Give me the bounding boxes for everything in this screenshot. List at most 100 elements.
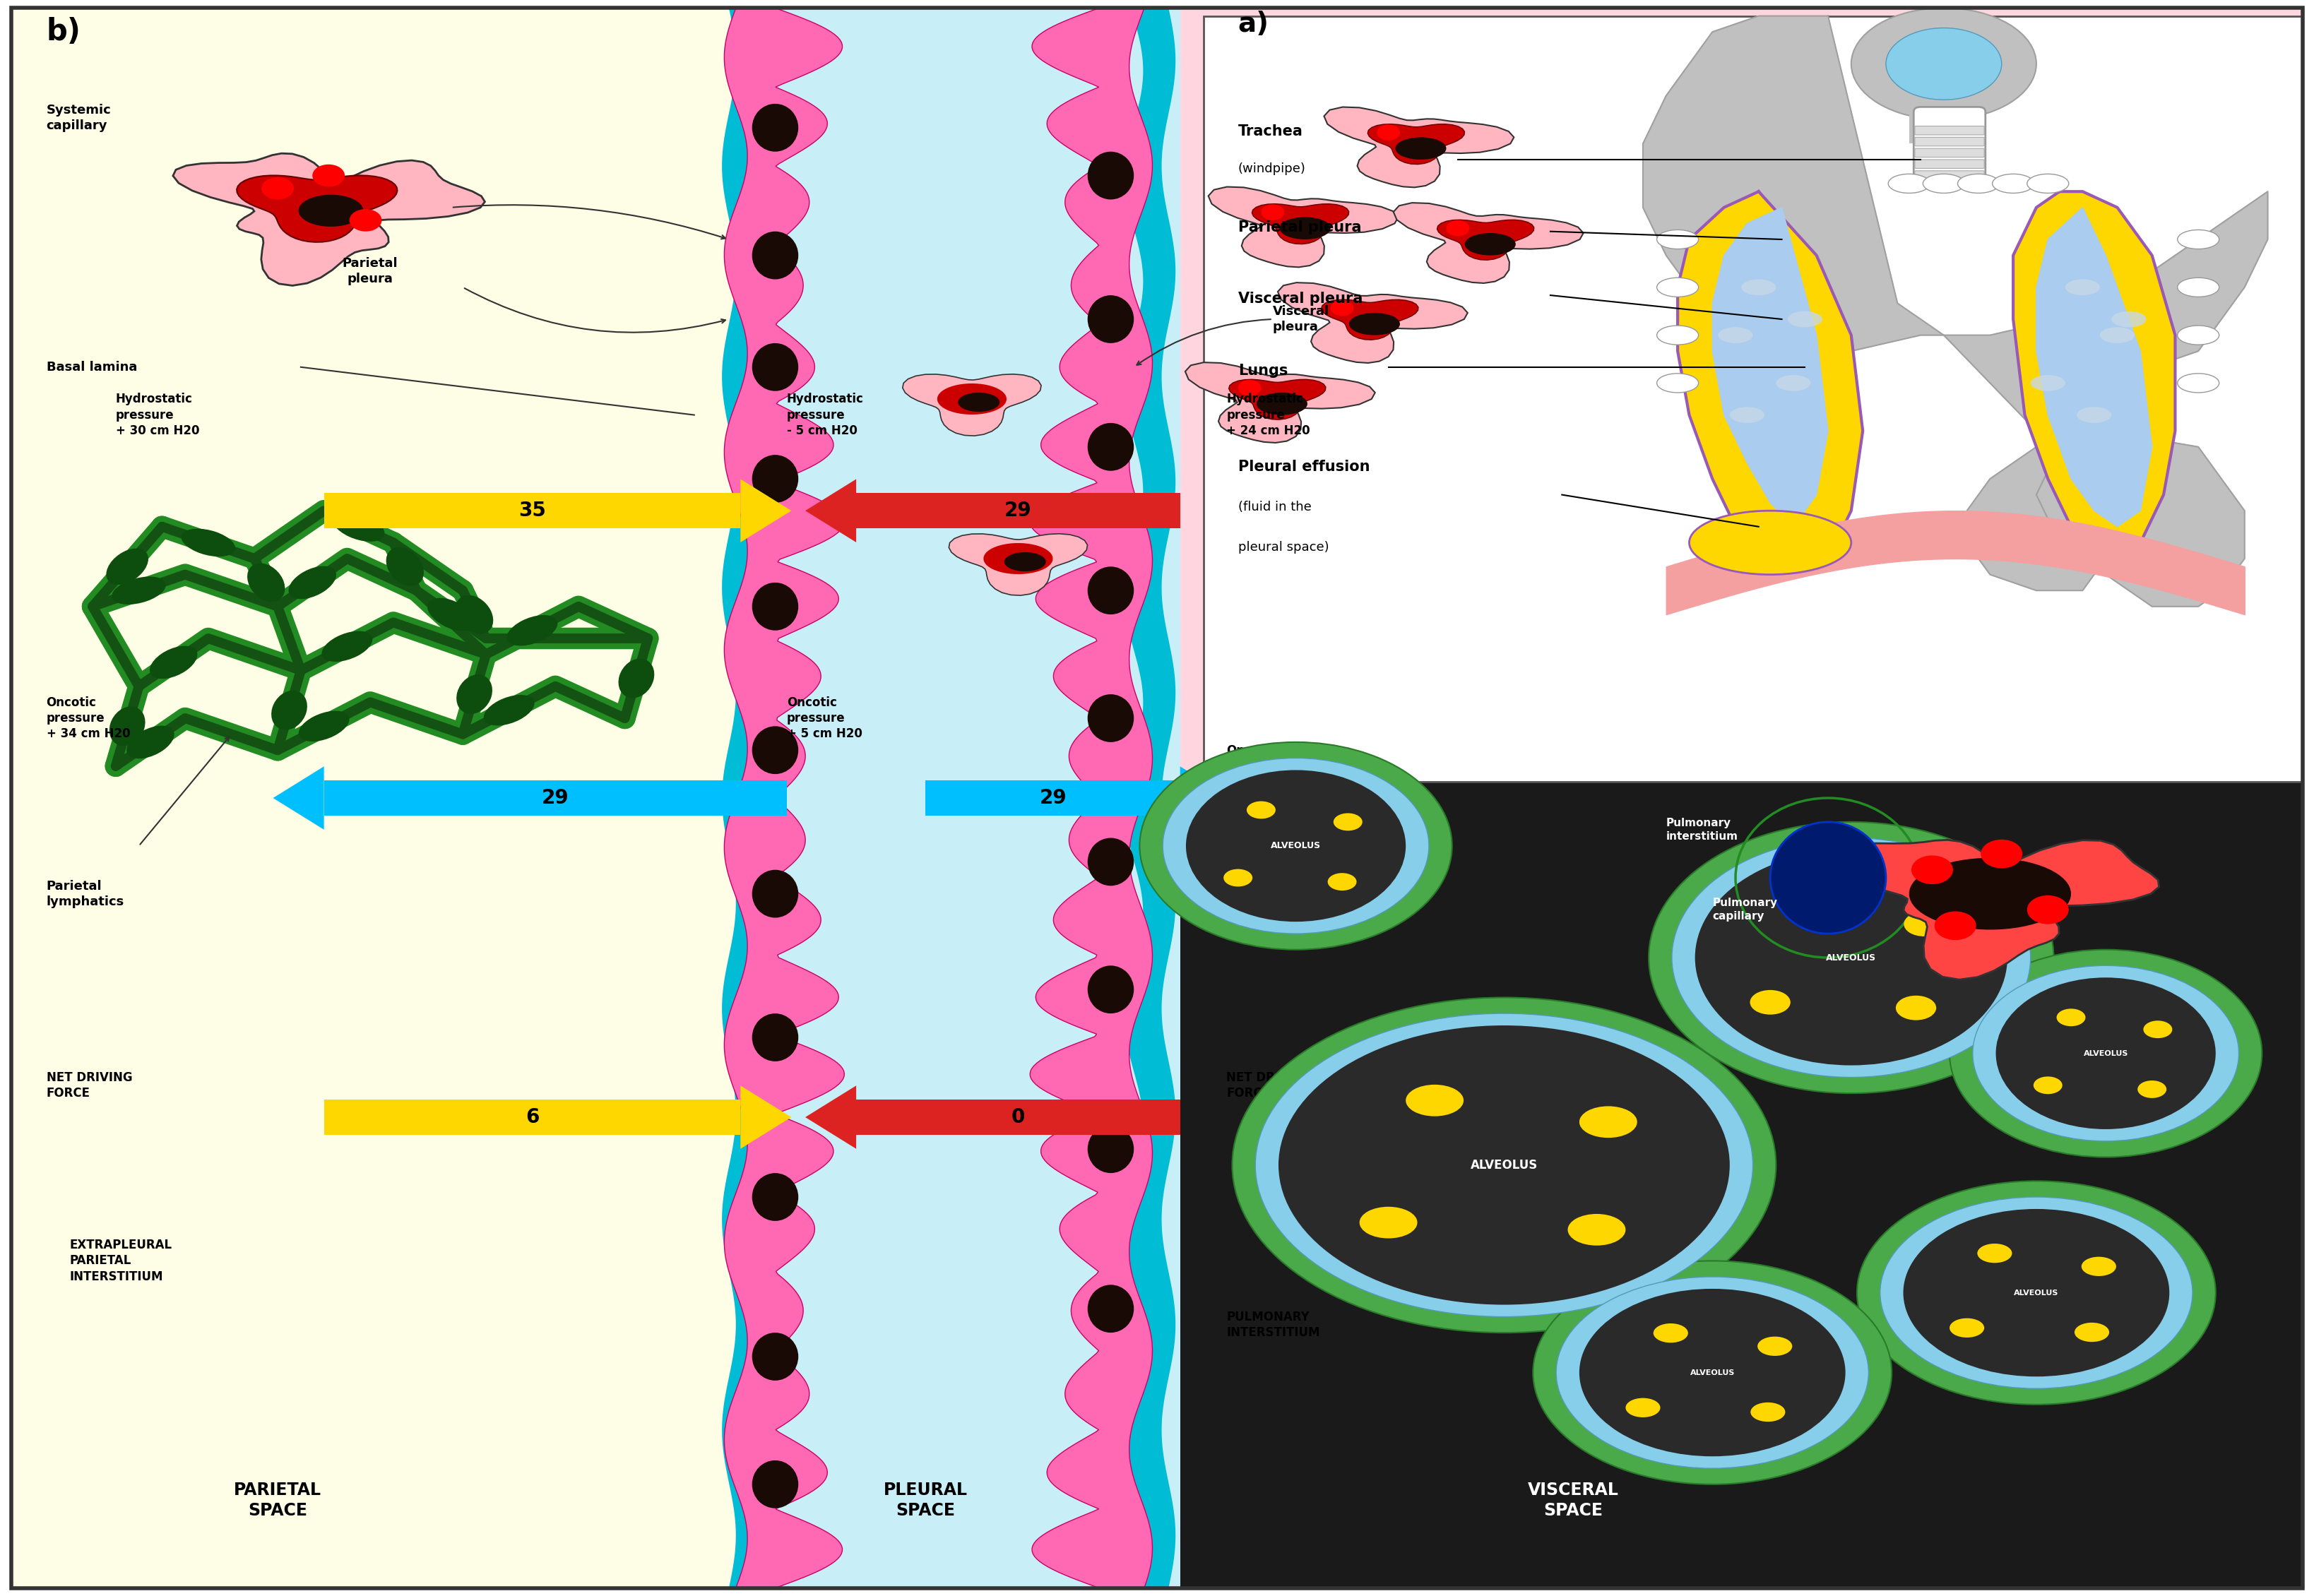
FancyBboxPatch shape	[1916, 126, 1983, 134]
Ellipse shape	[333, 512, 384, 541]
Ellipse shape	[1782, 895, 1823, 919]
Circle shape	[261, 177, 294, 200]
Ellipse shape	[1895, 996, 1937, 1020]
Text: NET DRIVING
FORCE: NET DRIVING FORCE	[46, 1071, 132, 1100]
Text: (windpipe): (windpipe)	[1238, 163, 1305, 176]
Ellipse shape	[1923, 174, 1965, 193]
Ellipse shape	[2029, 375, 2064, 391]
Circle shape	[1935, 911, 1976, 940]
Ellipse shape	[106, 549, 148, 584]
Text: Hydrostatic
pressure
+ 24 cm H20: Hydrostatic pressure + 24 cm H20	[1226, 393, 1310, 437]
Polygon shape	[740, 479, 791, 543]
Ellipse shape	[1088, 838, 1134, 886]
Ellipse shape	[1948, 950, 2263, 1157]
Ellipse shape	[752, 1173, 798, 1221]
Ellipse shape	[1185, 769, 1405, 922]
Polygon shape	[1180, 8, 2302, 782]
Ellipse shape	[1972, 966, 2238, 1141]
Ellipse shape	[2143, 1021, 2173, 1039]
Ellipse shape	[1358, 1207, 1416, 1238]
Text: Systemic
capillary: Systemic capillary	[46, 104, 111, 132]
Ellipse shape	[2177, 373, 2219, 393]
Circle shape	[1331, 300, 1354, 316]
Polygon shape	[2013, 192, 2175, 559]
Ellipse shape	[1749, 990, 1791, 1015]
Ellipse shape	[1851, 8, 2036, 120]
FancyBboxPatch shape	[1914, 107, 1985, 188]
Ellipse shape	[2064, 279, 2101, 295]
Ellipse shape	[1886, 27, 2002, 99]
Text: Visceral
pleura: Visceral pleura	[1273, 305, 1328, 334]
Ellipse shape	[1257, 393, 1307, 415]
Ellipse shape	[1138, 742, 1453, 950]
Ellipse shape	[150, 646, 197, 678]
Polygon shape	[1180, 766, 1231, 830]
Ellipse shape	[1578, 1106, 1636, 1138]
Ellipse shape	[1729, 407, 1763, 423]
Text: pleural space): pleural space)	[1238, 541, 1328, 554]
Text: ALVEOLUS: ALVEOLUS	[1270, 841, 1321, 851]
Ellipse shape	[1224, 868, 1252, 886]
Text: Parietal
lymphatics: Parietal lymphatics	[46, 879, 125, 908]
Text: PULMONARY
INTERSTITIUM: PULMONARY INTERSTITIUM	[1226, 1310, 1319, 1339]
Ellipse shape	[1088, 1285, 1134, 1333]
Polygon shape	[1277, 282, 1467, 362]
Ellipse shape	[1671, 838, 2029, 1077]
Polygon shape	[1819, 839, 2159, 980]
Ellipse shape	[2110, 311, 2145, 327]
Ellipse shape	[1088, 966, 1134, 1013]
Ellipse shape	[1879, 1197, 2194, 1389]
Ellipse shape	[428, 598, 474, 630]
Ellipse shape	[752, 455, 798, 503]
Circle shape	[1261, 204, 1284, 220]
Circle shape	[312, 164, 345, 187]
Ellipse shape	[299, 195, 363, 227]
Polygon shape	[273, 766, 324, 830]
Polygon shape	[805, 479, 856, 543]
Ellipse shape	[1657, 230, 1698, 249]
Text: Hydrostatic
pressure
- 5 cm H20: Hydrostatic pressure - 5 cm H20	[787, 393, 863, 437]
Ellipse shape	[1958, 174, 1999, 193]
Ellipse shape	[1909, 859, 2071, 929]
Ellipse shape	[456, 595, 493, 634]
FancyBboxPatch shape	[856, 1100, 1180, 1135]
Ellipse shape	[618, 659, 655, 697]
Ellipse shape	[752, 1013, 798, 1061]
Text: a): a)	[1238, 11, 1268, 38]
Polygon shape	[805, 1085, 856, 1149]
Polygon shape	[722, 8, 773, 1588]
Polygon shape	[1393, 203, 1583, 282]
Text: 29: 29	[541, 788, 569, 808]
Ellipse shape	[1717, 327, 1754, 343]
Ellipse shape	[752, 726, 798, 774]
Text: Oncotic
pressure
+ 34 cm H20: Oncotic pressure + 34 cm H20	[1226, 744, 1310, 788]
Ellipse shape	[1254, 1013, 1754, 1317]
Text: ALVEOLUS: ALVEOLUS	[2083, 1050, 2129, 1057]
Ellipse shape	[1328, 873, 1356, 891]
Circle shape	[1446, 220, 1469, 236]
Text: ALVEOLUS: ALVEOLUS	[2013, 1290, 2059, 1296]
Text: Hydrostatic
pressure
+ 30 cm H20: Hydrostatic pressure + 30 cm H20	[116, 393, 199, 437]
Text: 29: 29	[1004, 501, 1032, 520]
Ellipse shape	[2027, 174, 2069, 193]
Polygon shape	[1678, 192, 1863, 575]
Text: ALVEOLUS: ALVEOLUS	[1689, 1369, 1736, 1376]
Circle shape	[349, 209, 382, 231]
Ellipse shape	[1569, 1215, 1624, 1245]
Ellipse shape	[752, 1333, 798, 1381]
FancyBboxPatch shape	[1909, 88, 1978, 144]
Ellipse shape	[1902, 1210, 2171, 1376]
Ellipse shape	[2057, 1009, 2085, 1026]
Ellipse shape	[1349, 313, 1400, 335]
Ellipse shape	[111, 576, 167, 605]
Polygon shape	[174, 153, 486, 286]
FancyBboxPatch shape	[926, 780, 1180, 816]
Polygon shape	[1125, 8, 1176, 1588]
Circle shape	[1238, 380, 1261, 396]
Ellipse shape	[1395, 137, 1446, 160]
Ellipse shape	[752, 343, 798, 391]
Ellipse shape	[289, 567, 336, 598]
FancyBboxPatch shape	[1916, 148, 1983, 156]
Text: PARIETAL
SPACE: PARIETAL SPACE	[234, 1481, 322, 1519]
Text: 29: 29	[1039, 788, 1067, 808]
